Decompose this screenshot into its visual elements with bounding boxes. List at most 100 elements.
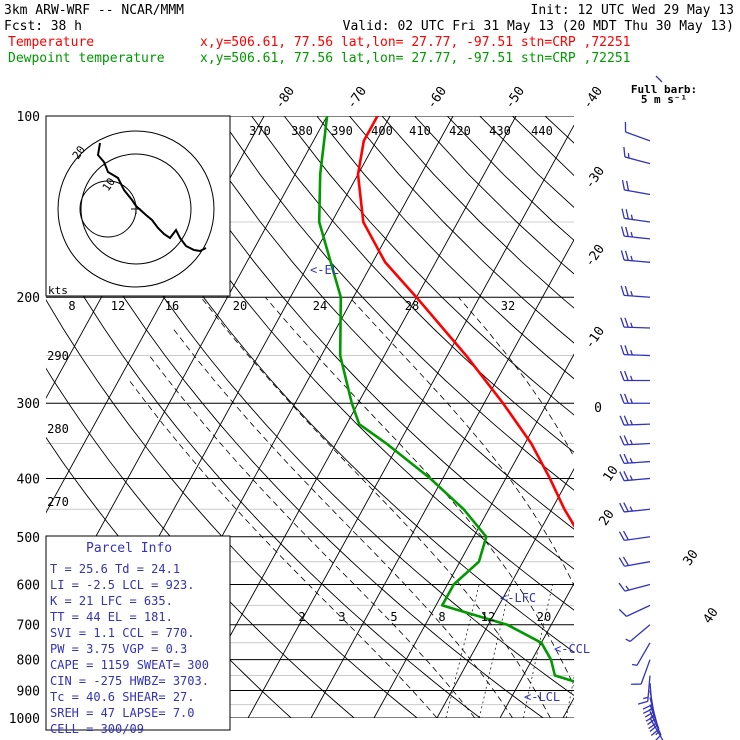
wind-barb	[618, 530, 651, 542]
mixing-ratio-lower-label: 3	[338, 610, 345, 624]
isotherm-line	[184, 116, 517, 718]
wind-barb-flag	[624, 285, 629, 296]
dewpoint-legend-info: x,y=506.61, 77.56 lat,lon= 27.77, -97.51…	[200, 51, 630, 66]
dry-adiabat-line	[186, 116, 574, 530]
mixing-ratio-upper-label: 28	[405, 299, 419, 313]
hodograph-trace	[96, 142, 207, 253]
wind-barb	[621, 208, 651, 223]
wind-barb-flag	[623, 471, 629, 481]
wind-barb-flag	[650, 728, 660, 737]
mixing-ratio-lower-label: 2	[298, 610, 305, 624]
dry-adiabat-line	[283, 116, 574, 416]
dry-adiabat-line	[578, 116, 740, 731]
wind-barb	[620, 317, 651, 329]
mixing-ratio-line	[445, 584, 480, 718]
dry-adiabat-label: 270	[47, 495, 69, 509]
wind-barb-staff	[624, 156, 651, 165]
wind-barb-staff	[647, 675, 651, 702]
wind-barb-flag	[629, 398, 633, 404]
dry-adiabat-line	[610, 116, 740, 731]
dry-adiabat-label: 290	[47, 349, 69, 363]
pressure-tick-label: 200	[17, 291, 40, 306]
wind-barb-flag	[620, 226, 625, 237]
wind-barb-flag	[629, 457, 633, 464]
wind-barb-flag	[619, 435, 625, 446]
wind-barb-flag	[623, 435, 629, 445]
wind-barb-flag	[630, 349, 633, 356]
wind-barb-staff	[624, 235, 651, 240]
wind-barb-flag	[655, 730, 660, 736]
wind-barb-flag	[619, 370, 625, 381]
temperature-tick-label: -30	[582, 164, 608, 192]
parcel-info-row: LI = -2.5 LCL = 923.	[50, 578, 195, 592]
wind-barb-flag	[629, 419, 633, 426]
wind-barb	[619, 471, 651, 482]
dry-adiabat-label: 280	[47, 422, 69, 436]
mixing-ratio-upper-label: 24	[313, 299, 327, 313]
moist-adiabat-line	[200, 296, 551, 718]
hodograph: 20 10 kts	[45, 115, 231, 297]
wind-barb	[631, 659, 651, 685]
wind-barb-staff	[623, 354, 651, 357]
dry-adiabat-line	[544, 116, 574, 144]
barb-legend-sample	[655, 75, 663, 83]
wind-barb	[619, 415, 651, 426]
wind-barb-staff	[624, 477, 651, 482]
wind-barb	[631, 642, 651, 666]
wind-barb-staff	[623, 326, 651, 329]
parcel-info-row: K = 21 LFC = 635.	[50, 594, 173, 608]
dry-adiabat-line	[349, 116, 574, 344]
wind-barb	[625, 624, 651, 643]
moist-adiabat-line	[149, 355, 476, 718]
mixing-ratio-upper-label: 8	[68, 299, 75, 313]
dry-adiabat-line	[218, 116, 574, 491]
hodograph-ring-label-20: 20	[70, 143, 88, 161]
dry-adiabat-line	[251, 116, 574, 453]
temperature-tick-label: -50	[502, 84, 528, 112]
wind-barb-flag	[630, 214, 634, 220]
parcel-info-row: PW = 3.75 VGP = 0.3	[50, 642, 187, 656]
wind-barb-staff	[626, 604, 651, 617]
moist-adiabat-line	[349, 296, 574, 587]
mixing-ratio-upper-label: 12	[111, 299, 125, 313]
model-title: 3km ARW-WRF -- NCAR/MMM	[4, 3, 184, 18]
wind-barb-staff	[624, 508, 651, 513]
barb-legend-title: Full barb:	[631, 83, 697, 96]
parcel-info-row: T = 25.6 Td = 24.1	[50, 562, 180, 576]
wind-barb-flag	[630, 291, 633, 297]
lcl-marker: <-LCL	[524, 690, 560, 704]
temperature-tick-label: -10	[582, 324, 608, 352]
wind-barb-staff	[629, 624, 651, 642]
parcel-info-row: Tc = 40.6 SHEAR= 27.	[50, 690, 195, 704]
dewpoint-profile-line	[317, 116, 574, 683]
wind-barb	[624, 122, 651, 142]
wind-barb-flag	[655, 734, 662, 740]
pressure-tick-label: 1000	[9, 712, 40, 727]
wind-barb-flag	[629, 375, 633, 381]
isotherm-line	[562, 697, 574, 718]
hodograph-ring-middle	[80, 153, 192, 265]
wind-barb-flag	[642, 708, 653, 714]
wind-barb	[619, 393, 650, 404]
wind-barb-flag	[620, 317, 625, 328]
mixing-ratio-upper-label: 20	[233, 299, 247, 313]
wind-barb-staff	[624, 189, 651, 196]
wind-barb-flag	[624, 345, 629, 356]
parcel-info-title: Parcel Info	[86, 541, 172, 556]
wind-barb-flag	[625, 209, 630, 220]
temperature-tick-label: -20	[582, 242, 608, 270]
theta-e-label: 410	[409, 124, 431, 138]
theta-e-label: 390	[331, 124, 353, 138]
moist-adiabat-line	[172, 327, 513, 718]
dry-adiabat-line	[120, 116, 574, 611]
wind-barb-flag	[618, 608, 627, 617]
temperature-legend-label: Temperature	[8, 35, 94, 50]
forecast-hours: 38 h	[51, 19, 82, 34]
temperature-tick-label: 10	[600, 463, 621, 484]
wind-barb-flag	[630, 232, 634, 238]
valid-time: Valid: 02 UTC Fri 31 May 13 (20 MDT Thu …	[343, 19, 734, 34]
mixing-ratio-line	[605, 584, 629, 718]
wind-barb-flag	[620, 344, 625, 355]
wind-barb-staff	[649, 683, 653, 710]
wind-barb-flag	[643, 696, 649, 700]
